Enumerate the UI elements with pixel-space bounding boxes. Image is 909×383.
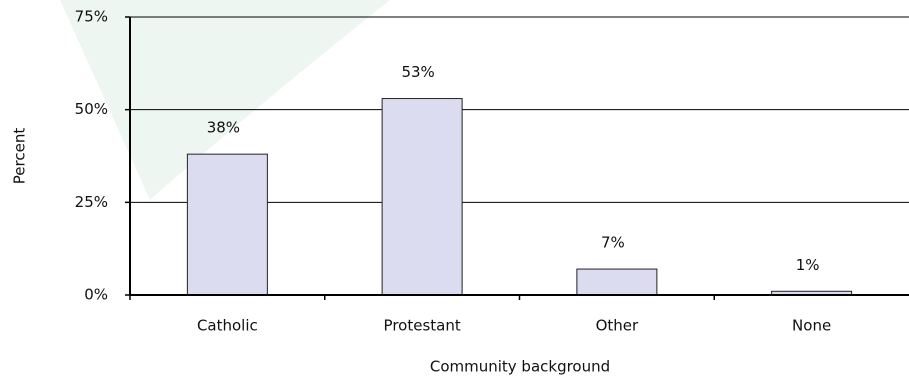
- y-tick-label: 25%: [75, 193, 108, 211]
- y-axis-label: Percent: [11, 128, 29, 185]
- y-tick-label: 50%: [75, 100, 108, 118]
- x-tick-label: Protestant: [384, 317, 461, 335]
- x-tick-label: Catholic: [197, 317, 258, 335]
- bar: [576, 268, 658, 296]
- watermark: [60, 0, 390, 200]
- bar: [381, 98, 463, 296]
- x-tick-label: Other: [596, 317, 639, 335]
- y-tick-label: 0%: [84, 286, 108, 304]
- value-label: 38%: [207, 119, 240, 137]
- value-label: 1%: [796, 256, 820, 274]
- value-label: 53%: [401, 63, 434, 81]
- x-axis-label: Community background: [430, 358, 610, 376]
- x-tick-label: None: [792, 317, 831, 335]
- bar: [186, 153, 268, 296]
- y-tick-label: 75%: [75, 8, 108, 26]
- value-label: 7%: [601, 234, 625, 252]
